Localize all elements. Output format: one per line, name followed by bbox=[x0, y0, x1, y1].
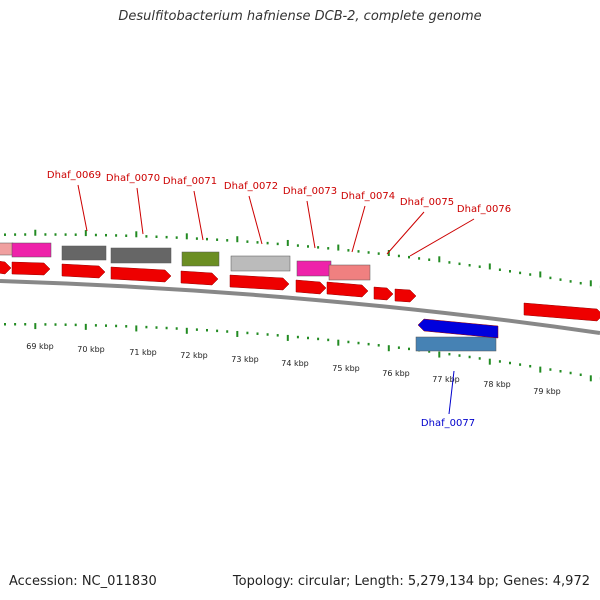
gene-category-bar bbox=[328, 264, 371, 281]
gene-label-leaders bbox=[77, 184, 475, 415]
gene-label: Dhaf_0075 bbox=[400, 197, 454, 208]
cds-forward-arrow bbox=[394, 288, 417, 303]
cds-forward-arrow bbox=[110, 266, 172, 283]
cds-forward-arrow bbox=[0, 261, 12, 275]
scale-label: 78 kbp bbox=[483, 380, 511, 389]
gene-label-leader bbox=[77, 184, 88, 232]
gene-label: Dhaf_0072 bbox=[224, 181, 278, 192]
cds-forward-arrow bbox=[373, 286, 394, 301]
cds-forward-arrow bbox=[326, 281, 369, 298]
gene-label: Dhaf_0070 bbox=[106, 173, 160, 184]
accession-text: Accession: NC_011830 bbox=[9, 574, 157, 589]
cds-forward-arrow bbox=[523, 302, 600, 322]
gene-category-bar bbox=[0, 242, 14, 256]
scale-label: 79 kbp bbox=[533, 387, 561, 396]
scale-label: 70 kbp bbox=[77, 345, 105, 354]
cds-reverse-arrow bbox=[417, 318, 499, 339]
scale-label: 75 kbp bbox=[332, 364, 360, 373]
gene-label-leader bbox=[306, 200, 316, 249]
gene-label: Dhaf_0069 bbox=[47, 170, 101, 181]
gene-category-bar bbox=[415, 336, 497, 352]
gene-category-bars bbox=[0, 242, 497, 352]
gene-label-leader bbox=[386, 211, 425, 255]
gene-label-leader bbox=[409, 218, 475, 257]
gene-label: Dhaf_0076 bbox=[457, 204, 511, 215]
gene-category-bar bbox=[61, 245, 107, 261]
outer-scale-ticks bbox=[4, 229, 600, 289]
gene-label: Dhaf_0071 bbox=[163, 176, 217, 187]
scale-label: 74 kbp bbox=[281, 359, 309, 368]
gene-labels: Dhaf_0069 Dhaf_0070 Dhaf_0071 Dhaf_0072 Dhaf… bbox=[47, 170, 511, 429]
cds-forward-arrow bbox=[61, 263, 106, 279]
cds-forward-arrow bbox=[180, 270, 219, 286]
scale-label: 69 kbp bbox=[26, 342, 54, 351]
cds-arrows bbox=[0, 261, 600, 339]
gene-category-bar bbox=[110, 247, 172, 264]
gene-label-leader bbox=[351, 205, 366, 253]
cds-forward-arrow bbox=[11, 261, 51, 276]
gene-label: Dhaf_0074 bbox=[341, 191, 395, 202]
gene-label-leader bbox=[136, 187, 144, 235]
genome-summary-text: Topology: circular; Length: 5,279,134 bp… bbox=[232, 574, 590, 589]
gene-label: Dhaf_0077 bbox=[421, 418, 475, 429]
gene-label-leader bbox=[193, 190, 204, 241]
scale-label: 76 kbp bbox=[382, 369, 410, 378]
genome-backbone bbox=[0, 279, 600, 335]
genome-title: Desulfitobacterium hafniense DCB-2, comp… bbox=[118, 9, 482, 24]
cds-forward-arrow bbox=[229, 274, 290, 291]
gene-label-leader bbox=[448, 370, 455, 415]
gene-label: Dhaf_0073 bbox=[283, 186, 337, 197]
scale-labels: 69 kbp 70 kbp 71 kbp 72 kbp 73 kbp 74 kbp 75 k… bbox=[26, 342, 561, 396]
cds-forward-arrow bbox=[295, 279, 327, 295]
scale-label: 71 kbp bbox=[129, 348, 157, 357]
gene-category-bar bbox=[181, 251, 220, 267]
scale-label: 73 kbp bbox=[231, 355, 259, 364]
scale-label: 77 kbp bbox=[432, 375, 460, 384]
gene-category-bar bbox=[296, 260, 332, 277]
gene-category-bar bbox=[11, 242, 52, 258]
gene-label-leader bbox=[248, 195, 263, 245]
scale-label: 72 kbp bbox=[180, 351, 208, 360]
gene-category-bar bbox=[230, 255, 291, 272]
inner-scale-ticks bbox=[4, 322, 600, 382]
